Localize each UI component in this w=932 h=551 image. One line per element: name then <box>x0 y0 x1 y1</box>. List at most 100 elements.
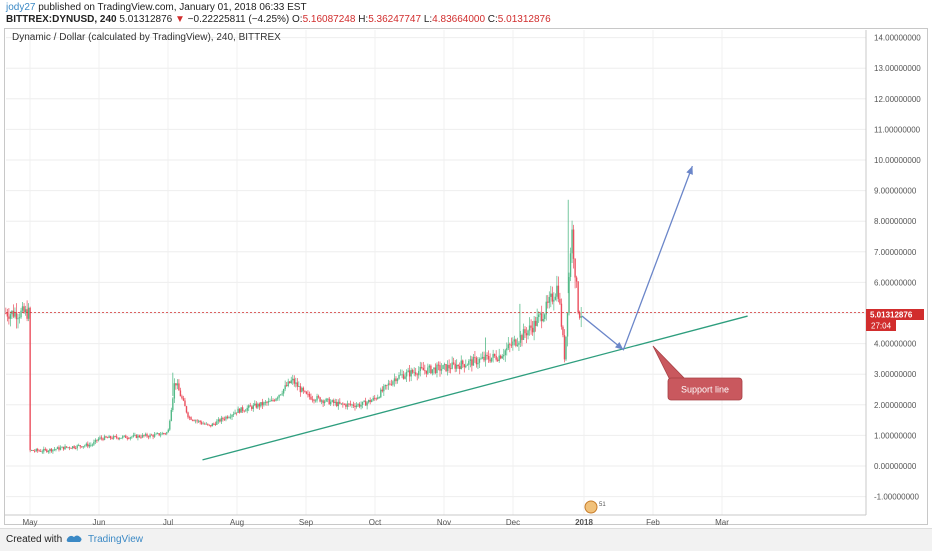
candle-body <box>512 341 514 346</box>
candle-body <box>263 402 265 406</box>
candle-body <box>214 423 217 425</box>
candle-body <box>125 435 127 438</box>
candle-body <box>8 316 10 319</box>
candle-body <box>325 398 327 402</box>
candle-body <box>477 362 479 365</box>
candle-body <box>431 369 434 374</box>
candle-body <box>67 447 69 449</box>
candle-body <box>138 435 141 438</box>
candle-body <box>305 391 308 394</box>
candle-body <box>424 370 426 372</box>
candle-body <box>18 317 21 319</box>
x-tick-label: Nov <box>437 518 451 527</box>
candle-body <box>64 446 66 450</box>
candle-body <box>304 390 306 392</box>
candle-body <box>81 446 83 448</box>
candle-body <box>26 309 28 319</box>
candle-body <box>17 318 19 320</box>
tradingview-logo-icon[interactable] <box>66 533 84 545</box>
candle-body <box>425 370 428 374</box>
candle-body <box>23 306 25 313</box>
candle-body <box>487 355 490 360</box>
x-tick-label: Jul <box>163 518 173 527</box>
candle-body <box>336 401 338 407</box>
author-link[interactable]: jody27 <box>6 2 36 13</box>
candle-body <box>486 354 488 356</box>
price-label: 5.01312876 <box>870 311 913 320</box>
tradingview-brand-link[interactable]: TradingView <box>88 534 144 545</box>
candle-body <box>68 447 71 449</box>
candle-body <box>386 385 388 386</box>
candle-body <box>109 436 112 439</box>
candle-body <box>43 448 45 452</box>
candle-body <box>117 437 119 439</box>
candle-body <box>147 436 150 438</box>
candle-body <box>287 381 289 387</box>
candle-body <box>6 313 9 317</box>
candle-body <box>578 312 581 318</box>
candle-body <box>135 434 138 438</box>
candle-body <box>531 327 534 333</box>
candle-body <box>574 258 576 278</box>
candle-body <box>99 437 101 439</box>
candle-body <box>225 416 227 420</box>
candle-body <box>55 449 57 450</box>
ohlc-close-label: C: <box>487 14 498 25</box>
candle-body <box>542 318 544 322</box>
candle-body <box>481 356 484 359</box>
candle-body <box>282 389 285 394</box>
callout-text: Support line <box>681 385 729 395</box>
candle-body <box>516 344 519 346</box>
candle-body <box>364 400 367 406</box>
candle-body <box>176 383 179 386</box>
candle-body <box>333 400 335 403</box>
candle-body <box>252 405 254 409</box>
candle-body <box>248 405 250 408</box>
candle-body <box>393 378 396 382</box>
candle-body <box>246 407 248 411</box>
candle-body <box>134 434 136 436</box>
y-tick-label: 13.00000000 <box>874 64 921 73</box>
candle-body <box>103 436 106 440</box>
candle-body <box>38 450 40 452</box>
candle-body <box>62 446 65 450</box>
ohlc-high-label: H: <box>358 14 369 25</box>
publish-info: jody27 published on TradingView.com, Jan… <box>6 2 307 14</box>
candle-body <box>374 397 376 399</box>
chart-panel[interactable] <box>4 28 928 525</box>
candle-body <box>439 365 441 371</box>
candle-body <box>311 399 314 401</box>
candle-body <box>360 404 362 407</box>
candle-body <box>65 446 68 448</box>
candle-body <box>128 438 130 440</box>
candle-body <box>401 374 403 376</box>
candle-body <box>316 396 318 401</box>
candle-body <box>377 397 379 400</box>
candle-body <box>396 378 399 382</box>
candle-body <box>115 436 118 438</box>
candle-body <box>317 396 320 398</box>
candle-body <box>193 420 195 422</box>
candle-body <box>182 398 185 401</box>
candle-body <box>114 436 116 437</box>
candle-body <box>533 320 535 333</box>
candle-body <box>337 401 339 407</box>
candle-body <box>261 402 264 406</box>
chart-grid <box>6 30 866 515</box>
candle-body <box>20 310 22 318</box>
candle-body <box>323 401 326 404</box>
candle-body <box>548 296 550 303</box>
candle-body <box>418 371 420 376</box>
candle-body <box>455 364 458 369</box>
candle-body <box>466 364 469 366</box>
candle-body <box>228 417 230 419</box>
candle-body <box>501 356 503 359</box>
candle-body <box>539 313 541 315</box>
candle-body <box>266 402 268 404</box>
candle-body <box>483 356 485 361</box>
candle-body <box>296 382 299 387</box>
candle-body <box>489 359 491 362</box>
candle-body <box>267 401 270 403</box>
candle-body <box>471 359 473 366</box>
